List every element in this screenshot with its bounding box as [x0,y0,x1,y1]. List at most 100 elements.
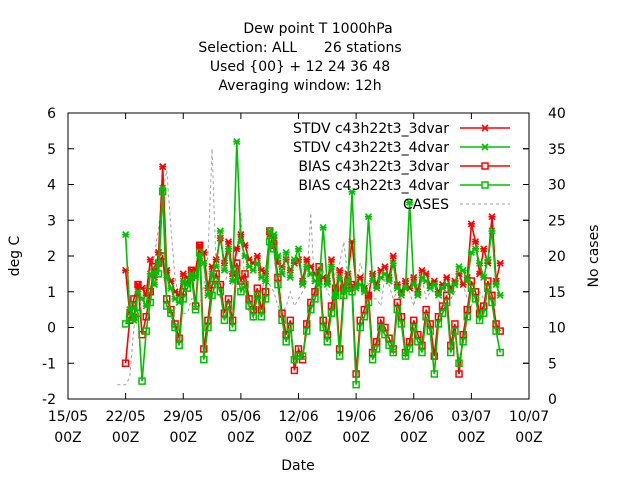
data-point [253,284,262,292]
data-point [303,263,311,271]
data-point [455,370,463,378]
data-point [253,291,262,300]
data-point [406,198,414,206]
data-point [401,352,410,360]
y-tick-label: -2 [42,392,56,408]
data-point [183,284,192,292]
data-point [195,241,204,250]
data-point [125,313,134,321]
data-point [348,188,356,196]
data-point [282,248,290,256]
data-point [307,305,315,314]
data-point [360,313,369,321]
data-point [315,270,323,278]
data-point [286,316,295,325]
data-point [405,345,414,353]
data-point [270,230,278,239]
data-point [475,316,484,325]
data-point [253,259,261,267]
data-point [364,291,373,300]
data-point [389,348,397,357]
data-point [369,277,377,285]
data-point [134,309,142,317]
data-point [331,291,340,300]
data-point [496,327,504,335]
data-point [233,138,241,146]
x-tick-label-hour: 00Z [458,430,485,446]
data-point [336,273,344,282]
data-point [381,330,389,339]
x-tick-label-date: 22/05 [105,409,145,425]
legend-label: STDV c43h22t3_4dvar [293,140,449,156]
data-point [195,248,204,257]
series-line [124,191,501,385]
data-point [397,291,405,299]
data-point [356,323,364,332]
data-point [158,187,167,196]
data-point [134,288,142,296]
data-point [496,259,504,267]
data-point [397,313,406,321]
data-point [385,277,393,285]
data-point [167,284,175,292]
data-point [381,270,389,278]
data-point [364,213,373,221]
data-point [476,259,484,267]
data-point [224,302,233,310]
data-point [302,327,311,335]
data-point [381,263,389,271]
data-point [451,327,459,335]
legend-marker [481,143,489,151]
data-point [348,288,356,296]
data-point [430,352,439,360]
data-point [138,295,146,303]
data-point [488,213,496,221]
data-point [442,298,451,307]
data-point [130,302,138,310]
data-point [410,281,418,289]
data-point [216,288,225,296]
data-point [224,245,233,253]
y2-tick-label: 5 [548,356,557,372]
data-point [356,281,364,289]
data-point [167,309,175,317]
series-1 [122,138,504,324]
data-point [447,348,455,357]
y-tick-label: 6 [47,106,56,122]
y-tick-label: 3 [47,213,56,229]
x-tick-label-date: 15/05 [48,409,88,425]
title-line-1: Dew point T 1000hPa [243,21,392,37]
data-point [335,352,344,360]
data-point [389,259,397,267]
data-point [175,341,183,350]
data-point [397,320,406,328]
data-point [327,263,335,271]
y2-tick-label: 30 [548,178,566,194]
data-point [142,327,150,335]
data-point [134,280,142,289]
data-point [294,245,303,253]
data-point [200,259,208,267]
y-tick-label: 5 [47,142,56,158]
data-point [340,291,348,300]
data-point [434,320,443,328]
data-point [303,256,311,264]
x-tick-label-date: 29/05 [163,409,203,425]
x-tick-label-hour: 00Z [54,430,81,446]
data-point [438,309,447,317]
data-point [220,266,228,274]
data-point [204,291,212,299]
data-point [414,291,422,299]
title-line-2: Selection: ALL 26 stations [198,40,401,56]
x-tick-label-date: 03/07 [451,409,491,425]
legend-marker [481,181,489,189]
series-3 [121,187,504,389]
data-point [492,281,500,289]
data-point [241,252,249,260]
data-point [154,270,163,278]
data-point [187,273,196,282]
data-point [422,313,430,321]
data-point [443,281,451,289]
data-point [327,256,335,264]
data-point [249,266,257,274]
